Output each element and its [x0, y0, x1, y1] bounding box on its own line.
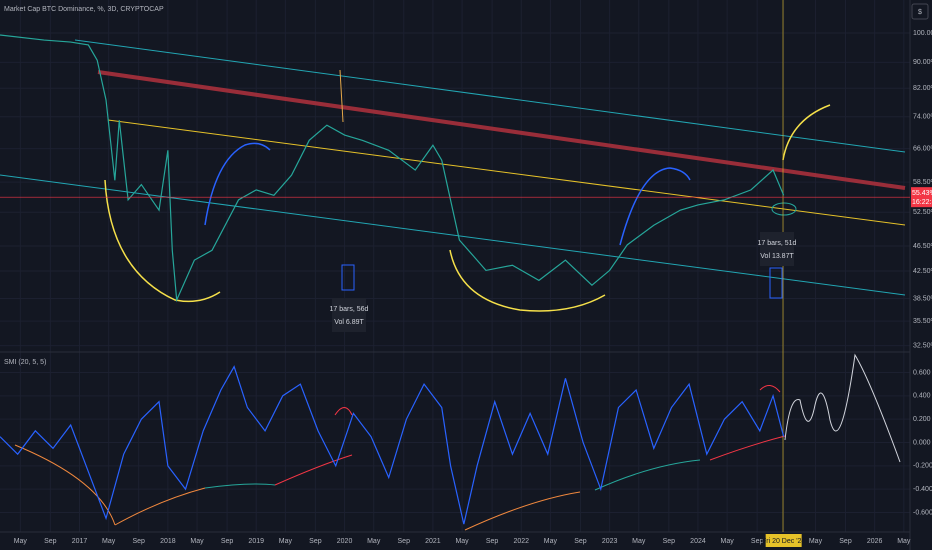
arrow — [334, 407, 353, 416]
trend — [204, 483, 276, 489]
x-tick-label: Sep — [839, 538, 852, 545]
curve — [449, 249, 606, 312]
trend — [709, 435, 786, 461]
y-tick-label: 0.400 — [913, 393, 931, 400]
last-price-label: 55.43% — [912, 190, 932, 197]
x-tick-label: Sep — [486, 538, 499, 545]
curve — [104, 179, 221, 303]
box-text: Vol 13.87T — [760, 253, 794, 260]
x-tick-label: 2023 — [602, 538, 618, 545]
grid — [0, 0, 910, 532]
y-tick-label: 0.600 — [913, 369, 931, 376]
arrow — [339, 69, 344, 123]
x-tick-label: 2017 — [72, 538, 88, 545]
y-tick-label: 46.50% — [913, 243, 932, 250]
x-tick-label: May — [367, 538, 381, 545]
x-tick-label: 2021 — [425, 538, 441, 545]
x-tick-label: May — [14, 538, 28, 545]
y-tick-label: 82.00% — [913, 85, 932, 92]
x-tick-label: 2019 — [248, 538, 264, 545]
x-tick-label: Sep — [663, 538, 676, 545]
y-tick-label: 42.50% — [913, 268, 932, 275]
y-tick-label: -0.200 — [913, 463, 932, 470]
x-tick-label: 2020 — [337, 538, 353, 545]
y-tick-label: 100.00% — [913, 30, 932, 37]
chart-title: Market Cap BTC Dominance, %, 3D, CRYPTOC… — [4, 6, 164, 13]
x-tick-label: Fri 20 Dec '24 — [762, 538, 805, 545]
y-tick-label: 0.000 — [913, 439, 931, 446]
x-tick-label: 2022 — [513, 538, 529, 545]
x-tick-label: 2026 — [867, 538, 883, 545]
y-tick-label: 58.50% — [913, 179, 932, 186]
box-bg — [332, 298, 366, 332]
x-tick-label: May — [279, 538, 293, 545]
range — [341, 264, 355, 291]
last-price-tag — [911, 187, 932, 208]
oscillator-title: SMI (20, 5, 5) — [4, 359, 46, 366]
y-tick-label: 74.00% — [913, 114, 932, 121]
channel-top — [74, 39, 906, 153]
y-tick-label: 66.00% — [913, 145, 932, 152]
arrow — [204, 142, 271, 226]
projection — [784, 353, 901, 463]
highlight — [771, 202, 797, 216]
trend — [14, 444, 116, 526]
channel-bottom — [0, 174, 906, 296]
trend — [114, 487, 206, 526]
x-tick-label: Sep — [309, 538, 322, 545]
y-tick-label: 38.50% — [913, 295, 932, 302]
arrow — [782, 104, 831, 161]
x-tick-label: 2024 — [690, 538, 706, 545]
trend — [274, 454, 353, 486]
box-text: 17 bars, 56d — [330, 306, 369, 313]
x-tick-label: May — [190, 538, 204, 545]
y-tick-label: 52.50% — [913, 209, 932, 216]
price-line — [0, 34, 785, 303]
x-tick-label: Sep — [44, 538, 57, 545]
box-bg — [760, 232, 794, 266]
x-tick-label: May — [544, 538, 558, 545]
x-tick-label: May — [455, 538, 469, 545]
x-tick-label: 2018 — [160, 538, 176, 545]
cursor-label-bg — [765, 534, 802, 547]
x-tick-label: May — [809, 538, 823, 545]
y-tick-label: -0.400 — [913, 486, 932, 493]
x-tick-label: Sep — [132, 538, 145, 545]
x-tick-label: May — [897, 538, 911, 545]
trend — [594, 459, 701, 491]
y-tick-label: 32.50% — [913, 343, 932, 350]
x-tick-label: May — [102, 538, 116, 545]
last-price-time: 16:22:32 — [912, 199, 932, 206]
x-tick-label: Sep — [221, 538, 234, 545]
range — [769, 267, 783, 299]
box-text: Vol 6.89T — [334, 319, 364, 326]
arrow — [619, 167, 691, 246]
y-tick-label: 35.50% — [913, 318, 932, 325]
x-tick-label: May — [720, 538, 734, 545]
y-tick-label: 90.00% — [913, 59, 932, 66]
arrow — [759, 385, 781, 393]
measure-box: 17 bars, 56d Vol 6.89T 17 bars, 51d Vol … — [330, 232, 797, 332]
box-text: 17 bars, 51d — [758, 240, 797, 247]
y-tick-label: 0.200 — [913, 416, 931, 423]
resistance — [97, 70, 906, 190]
currency-button[interactable] — [911, 3, 929, 20]
x-tick-label: Sep — [398, 538, 411, 545]
trend — [464, 491, 581, 531]
currency-label[interactable]: $ — [918, 9, 922, 16]
x-tick-label: Sep — [574, 538, 587, 545]
x-tick-label: May — [632, 538, 646, 545]
x-tick-label: Sep — [751, 538, 764, 545]
oscillator-line — [0, 365, 785, 525]
y-tick-label: -0.600 — [913, 509, 932, 516]
drawings — [0, 0, 906, 532]
